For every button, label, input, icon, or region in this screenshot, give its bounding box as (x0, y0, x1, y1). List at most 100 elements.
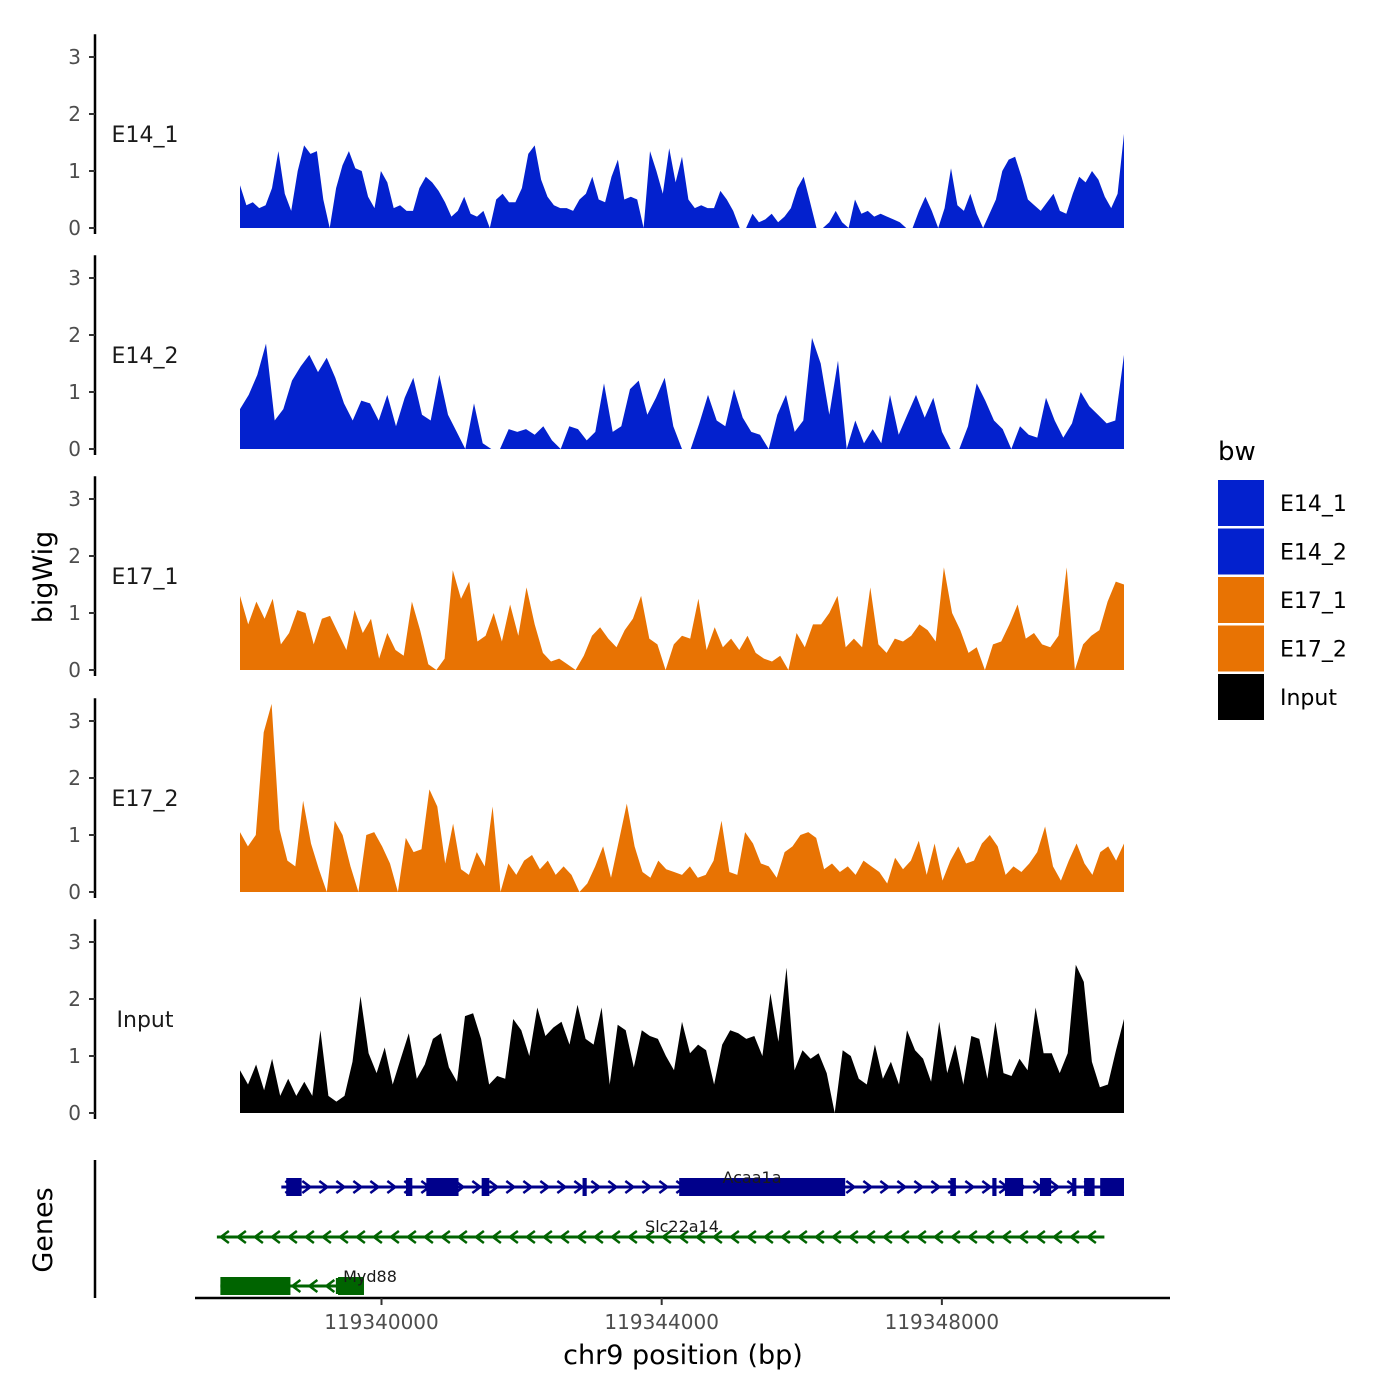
strand-chevron (1051, 1230, 1063, 1244)
gene-label: Slc22a14 (645, 1217, 719, 1236)
strand-chevron (762, 1230, 774, 1244)
exon (338, 1277, 364, 1295)
strand-chevron (1034, 1230, 1046, 1244)
y-tick-label: 1 (68, 159, 81, 183)
signal-area-e17-1 (240, 567, 1124, 670)
y-tick-label: 2 (68, 766, 81, 790)
gene-myd88: Myd88 (220, 1267, 397, 1295)
y-tick-label: 0 (68, 658, 81, 682)
strand-chevron (439, 1230, 451, 1244)
strand-chevron (541, 1230, 553, 1244)
strand-chevron (881, 1230, 893, 1244)
strand-chevron (337, 1230, 349, 1244)
strand-chevron (335, 1180, 347, 1194)
exon (220, 1277, 291, 1295)
y-tick-label: 1 (68, 823, 81, 847)
strand-chevron (830, 1230, 842, 1244)
strand-chevron (930, 1180, 942, 1194)
legend-label: E14_2 (1280, 541, 1347, 566)
exon (1100, 1178, 1124, 1196)
y-tick-label: 3 (68, 930, 81, 954)
strand-chevron (556, 1180, 568, 1194)
strand-chevron (456, 1230, 468, 1244)
y-tick-label: 1 (68, 601, 81, 625)
strand-chevron (796, 1230, 808, 1244)
strand-chevron (473, 1230, 485, 1244)
strand-chevron (235, 1230, 247, 1244)
strand-chevron (539, 1180, 551, 1194)
strand-chevron (981, 1180, 993, 1194)
strand-chevron (607, 1180, 619, 1194)
legend-title: bw (1218, 437, 1256, 467)
strand-chevron (354, 1230, 366, 1244)
strand-chevron (1000, 1230, 1012, 1244)
strand-chevron (590, 1180, 602, 1194)
strand-chevron (575, 1230, 587, 1244)
strand-chevron (915, 1230, 927, 1244)
track-label: E14_1 (112, 123, 179, 148)
strand-chevron (932, 1230, 944, 1244)
strand-chevron (320, 1230, 332, 1244)
strand-chevron (1049, 1180, 1061, 1194)
track-e14-2: 0 1 2 3 E14_2 (68, 255, 1124, 461)
x-tick-label: 119348000 (885, 1310, 1000, 1334)
strand-chevron (658, 1180, 670, 1194)
strand-chevron (694, 1230, 706, 1244)
y-tick-label: 1 (68, 380, 81, 404)
strand-chevron (471, 1180, 483, 1194)
strand-chevron (369, 1180, 381, 1194)
strand-chevron (371, 1230, 383, 1244)
legend-label: Input (1280, 686, 1337, 711)
legend-swatch (1218, 625, 1264, 672)
strand-chevron (626, 1230, 638, 1244)
strand-chevron (896, 1180, 908, 1194)
strand-chevron (643, 1230, 655, 1244)
y-tick-label: 3 (68, 45, 81, 69)
legend-label: E14_1 (1280, 492, 1347, 517)
legend-item-e17-2: E17_2 (1218, 625, 1347, 672)
exon (950, 1178, 956, 1196)
legend-swatch (1218, 674, 1264, 720)
track-label: Input (117, 1008, 174, 1033)
track-e17-2: 0 1 2 3 E17_2 (68, 698, 1124, 904)
strand-chevron (318, 1180, 330, 1194)
strand-chevron (1068, 1230, 1080, 1244)
strand-chevron (728, 1230, 740, 1244)
strand-chevron (813, 1230, 825, 1244)
y-tick-label: 2 (68, 544, 81, 568)
strand-chevron (286, 1230, 298, 1244)
exon (679, 1178, 846, 1196)
legend-swatch (1218, 577, 1264, 623)
x-axis-title: chr9 position (bp) (563, 1340, 803, 1371)
track-label: E17_2 (112, 787, 179, 812)
strand-chevron (660, 1230, 672, 1244)
strand-chevron (677, 1230, 689, 1244)
strand-chevron (558, 1230, 570, 1244)
legend-swatch (1218, 528, 1264, 575)
exon (1004, 1178, 1024, 1196)
strand-chevron (218, 1230, 230, 1244)
strand-chevron (522, 1180, 534, 1194)
strand-chevron (983, 1230, 995, 1244)
y-tick-label: 3 (68, 709, 81, 733)
strand-chevron (352, 1180, 364, 1194)
y-axis-title-bigwig: bigWig (28, 531, 59, 624)
gene-slc22a14: Slc22a14 (216, 1217, 1105, 1244)
strand-chevron (386, 1180, 398, 1194)
signal-area-e14-1 (240, 133, 1124, 228)
strand-chevron (524, 1230, 536, 1244)
strand-chevron (505, 1180, 517, 1194)
y-tick-label: 0 (68, 1101, 81, 1125)
strand-chevron (269, 1230, 281, 1244)
strand-chevron (507, 1230, 519, 1244)
strand-chevron (573, 1180, 585, 1194)
strand-chevron (252, 1230, 264, 1244)
strand-chevron (864, 1230, 876, 1244)
x-tick-label: 119340000 (324, 1310, 439, 1334)
strand-chevron (913, 1180, 925, 1194)
strand-chevron (949, 1230, 961, 1244)
strand-chevron (301, 1180, 313, 1194)
strand-chevron (845, 1180, 857, 1194)
strand-chevron (609, 1230, 621, 1244)
